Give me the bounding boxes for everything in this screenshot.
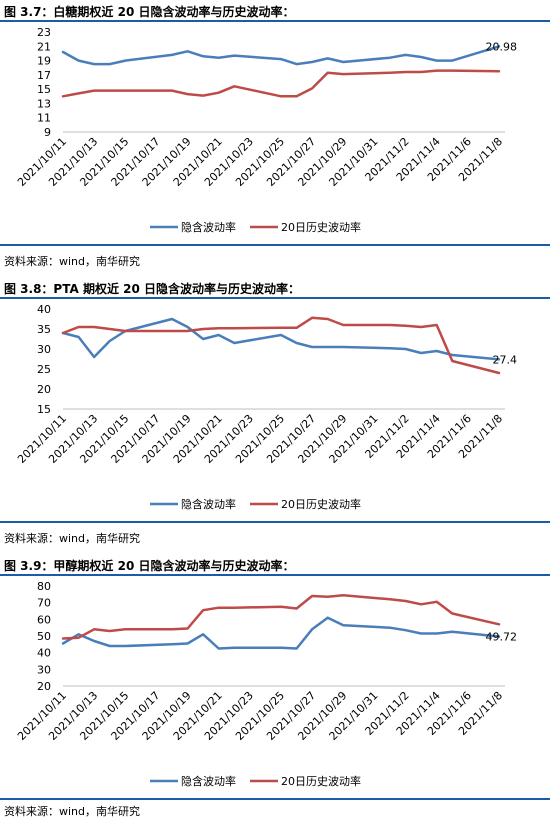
divider-top-2 xyxy=(0,297,550,299)
y-tick-label: 21 xyxy=(37,40,51,53)
chart-pta: 1520253035402021/10/112021/10/132021/10/… xyxy=(15,303,518,511)
y-tick-label: 15 xyxy=(37,83,51,96)
y-tick-label: 40 xyxy=(37,303,51,316)
y-tick-label: 19 xyxy=(37,55,51,68)
y-tick-label: 40 xyxy=(37,647,51,660)
data-label-last-value: 27.4 xyxy=(493,353,518,366)
figure-title-1: 图 3.7：白糖期权近 20 日隐含波动率与历史波动率： xyxy=(4,5,295,19)
y-tick-label: 9 xyxy=(44,126,51,139)
y-tick-label: 20 xyxy=(37,383,51,396)
y-tick-label: 25 xyxy=(37,363,51,376)
y-tick-label: 30 xyxy=(37,663,51,676)
legend-label: 20日历史波动率 xyxy=(281,774,361,788)
y-tick-label: 80 xyxy=(37,580,51,593)
y-tick-label: 35 xyxy=(37,323,51,336)
data-label-last-value: 20.98 xyxy=(486,40,518,53)
chart-sugar: 9111315171921232021/10/112021/10/132021/… xyxy=(15,26,518,234)
series-line-historical-vol xyxy=(61,316,501,375)
divider-top-1 xyxy=(0,20,550,22)
y-tick-label: 15 xyxy=(37,403,51,416)
figure-title-2: 图 3.8：PTA 期权近 20 日隐含波动率与历史波动率： xyxy=(4,282,301,296)
y-tick-label: 13 xyxy=(37,97,51,110)
series-line-implied-vol xyxy=(61,616,501,650)
y-tick-label: 17 xyxy=(37,69,51,82)
data-label-last-value: 49.72 xyxy=(486,630,518,643)
source-note-2: 资料来源：wind，南华研究 xyxy=(4,532,141,545)
divider-top-3 xyxy=(0,574,550,576)
series-line-historical-vol xyxy=(61,69,501,98)
series-line-implied-vol xyxy=(61,45,501,66)
source-note-1: 资料来源：wind，南华研究 xyxy=(4,255,141,268)
source-note-3: 资料来源：wind，南华研究 xyxy=(4,805,141,818)
y-tick-label: 60 xyxy=(37,613,51,626)
divider-bottom-1 xyxy=(0,244,550,246)
series-line-implied-vol xyxy=(61,317,501,361)
y-tick-label: 30 xyxy=(37,343,51,356)
series-line-historical-vol xyxy=(61,593,501,640)
y-tick-label: 70 xyxy=(37,597,51,610)
divider-bottom-2 xyxy=(0,521,550,523)
y-tick-label: 50 xyxy=(37,630,51,643)
legend-label: 20日历史波动率 xyxy=(281,220,361,234)
figure-title-3: 图 3.9：甲醇期权近 20 日隐含波动率与历史波动率： xyxy=(4,559,295,573)
chart-methanol: 203040506070802021/10/112021/10/132021/1… xyxy=(15,580,518,788)
y-tick-label: 11 xyxy=(37,112,51,125)
legend-label: 20日历史波动率 xyxy=(281,497,361,511)
y-tick-label: 20 xyxy=(37,680,51,693)
legend-label: 隐含波动率 xyxy=(181,497,236,511)
legend-label: 隐含波动率 xyxy=(181,774,236,788)
legend-label: 隐含波动率 xyxy=(181,220,236,234)
y-tick-label: 23 xyxy=(37,26,51,39)
divider-bottom-3 xyxy=(0,798,550,800)
